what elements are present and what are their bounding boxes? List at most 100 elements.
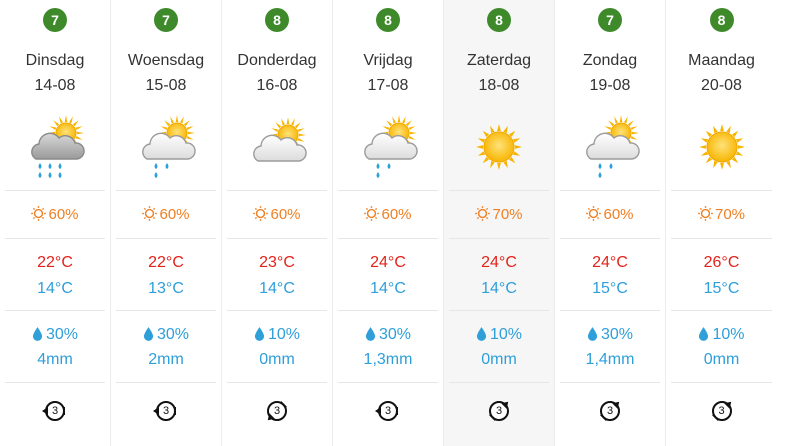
sunshine-percentage: 60% [48, 206, 79, 223]
partly-cloudy-rain-icon [353, 115, 423, 185]
row-divider [227, 190, 327, 191]
day-column[interactable]: 8 Donderdag 16-08 60% 23°C 14°C 10% 0mm … [222, 0, 333, 446]
min-temperature: 14°C [259, 280, 295, 297]
sun-icon [475, 206, 492, 223]
wind-direction-icon: 3 [153, 398, 179, 424]
max-temperature: 23°C [259, 254, 295, 271]
wind-force: 3 [273, 405, 281, 417]
row-divider [671, 190, 772, 191]
sunshine-percentage: 70% [714, 206, 746, 223]
row-divider [560, 190, 660, 191]
rain-drop-icon [476, 326, 490, 343]
partly-cloudy-rain-icon [131, 115, 201, 185]
rain-drop-icon [143, 326, 157, 343]
wind-direction-icon: 3 [375, 398, 401, 424]
rain-chance-value: 30% [378, 326, 412, 343]
min-temperature: 14°C [370, 280, 406, 297]
row-divider [5, 238, 105, 239]
min-temperature: 13°C [148, 280, 184, 297]
day-score-badge: 7 [598, 8, 622, 32]
sunshine-value: 70% [444, 206, 554, 223]
day-column[interactable]: 7 Woensdag 15-08 60% 22°C 13°C 30% 2mm 3 [111, 0, 222, 446]
row-divider [560, 310, 660, 311]
rain-drop-icon [32, 326, 46, 343]
sun-icon [253, 206, 270, 223]
row-divider [449, 238, 549, 239]
wind-direction-icon: 3 [709, 398, 735, 424]
rain-chance-value: 10% [712, 326, 745, 343]
rain-chance: 30% [333, 326, 443, 344]
day-name: Dinsdag [25, 52, 85, 69]
sun-icon [31, 206, 48, 223]
row-divider [5, 310, 105, 311]
sun-icon [364, 206, 381, 223]
min-temperature: 15°C [703, 280, 740, 297]
day-date: 19-08 [589, 77, 631, 94]
max-temperature: 24°C [370, 254, 406, 271]
row-divider [227, 382, 327, 383]
sun-icon [698, 206, 715, 223]
row-divider [671, 382, 772, 383]
row-divider [671, 238, 772, 239]
rain-chance: 30% [555, 326, 665, 344]
sunshine-percentage: 60% [381, 206, 412, 223]
day-date: 14-08 [34, 77, 76, 94]
day-column[interactable]: 7 Dinsdag 14-08 60% 22°C 14°C 30% 4mm 3 [0, 0, 111, 446]
sunshine-percentage: 60% [270, 206, 301, 223]
sunshine-value: 60% [111, 206, 221, 223]
wind-direction-icon: 3 [486, 398, 512, 424]
rain-drop-icon [254, 326, 268, 343]
row-divider [338, 238, 438, 239]
sunshine-percentage: 70% [492, 206, 523, 223]
sunshine-value: 60% [222, 206, 332, 223]
day-score-badge: 7 [154, 8, 178, 32]
rain-chance: 10% [222, 326, 332, 344]
rain-chance: 10% [666, 326, 777, 344]
row-divider [116, 190, 216, 191]
row-divider [560, 238, 660, 239]
row-divider [227, 310, 327, 311]
rain-chance-value: 10% [489, 326, 523, 343]
wind-force: 3 [51, 405, 59, 417]
rain-amount: 1,4mm [585, 351, 635, 368]
rain-amount: 2mm [148, 351, 184, 368]
wind-force: 3 [606, 405, 614, 417]
wind-force: 3 [718, 405, 725, 417]
sunshine-value: 70% [666, 206, 777, 223]
max-temperature: 26°C [703, 254, 740, 271]
partly-cloudy-heavy-rain-icon [20, 115, 90, 185]
day-score-badge: 8 [265, 8, 289, 32]
row-divider [449, 190, 549, 191]
day-name: Maandag [688, 52, 755, 69]
row-divider [116, 310, 216, 311]
max-temperature: 24°C [481, 254, 517, 271]
day-name: Vrijdag [363, 52, 413, 69]
rain-amount: 0mm [481, 351, 517, 368]
rain-drop-icon [365, 326, 379, 343]
day-date: 20-08 [701, 77, 742, 94]
min-temperature: 14°C [481, 280, 517, 297]
partly-cloudy-icon [242, 115, 312, 185]
rain-chance-value: 10% [267, 326, 301, 343]
day-column[interactable]: 7 Zondag 19-08 60% 24°C 15°C 30% 1,4mm 3 [555, 0, 666, 446]
day-name: Zondag [582, 52, 638, 69]
row-divider [5, 382, 105, 383]
sunny-icon [464, 115, 534, 185]
min-temperature: 15°C [592, 280, 628, 297]
rain-chance-value: 30% [156, 326, 190, 343]
max-temperature: 24°C [592, 254, 628, 271]
day-column[interactable]: 8 Vrijdag 17-08 60% 24°C 14°C 30% 1,3mm … [333, 0, 444, 446]
day-name: Zaterdag [466, 52, 532, 69]
row-divider [449, 310, 549, 311]
wind-direction-icon: 3 [42, 398, 68, 424]
day-score-badge: 7 [43, 8, 67, 32]
sunshine-percentage: 60% [159, 206, 190, 223]
rain-chance-value: 30% [600, 326, 634, 343]
rain-amount: 1,3mm [363, 351, 413, 368]
day-date: 17-08 [367, 77, 409, 94]
day-name: Woensdag [127, 52, 205, 69]
row-divider [227, 238, 327, 239]
day-column[interactable]: 8 Maandag 20-08 70% 26°C 15°C 10% 0mm 3 [666, 0, 777, 446]
day-column[interactable]: 8 Zaterdag 18-08 70% 24°C 14°C 10% 0mm 3 [444, 0, 555, 446]
